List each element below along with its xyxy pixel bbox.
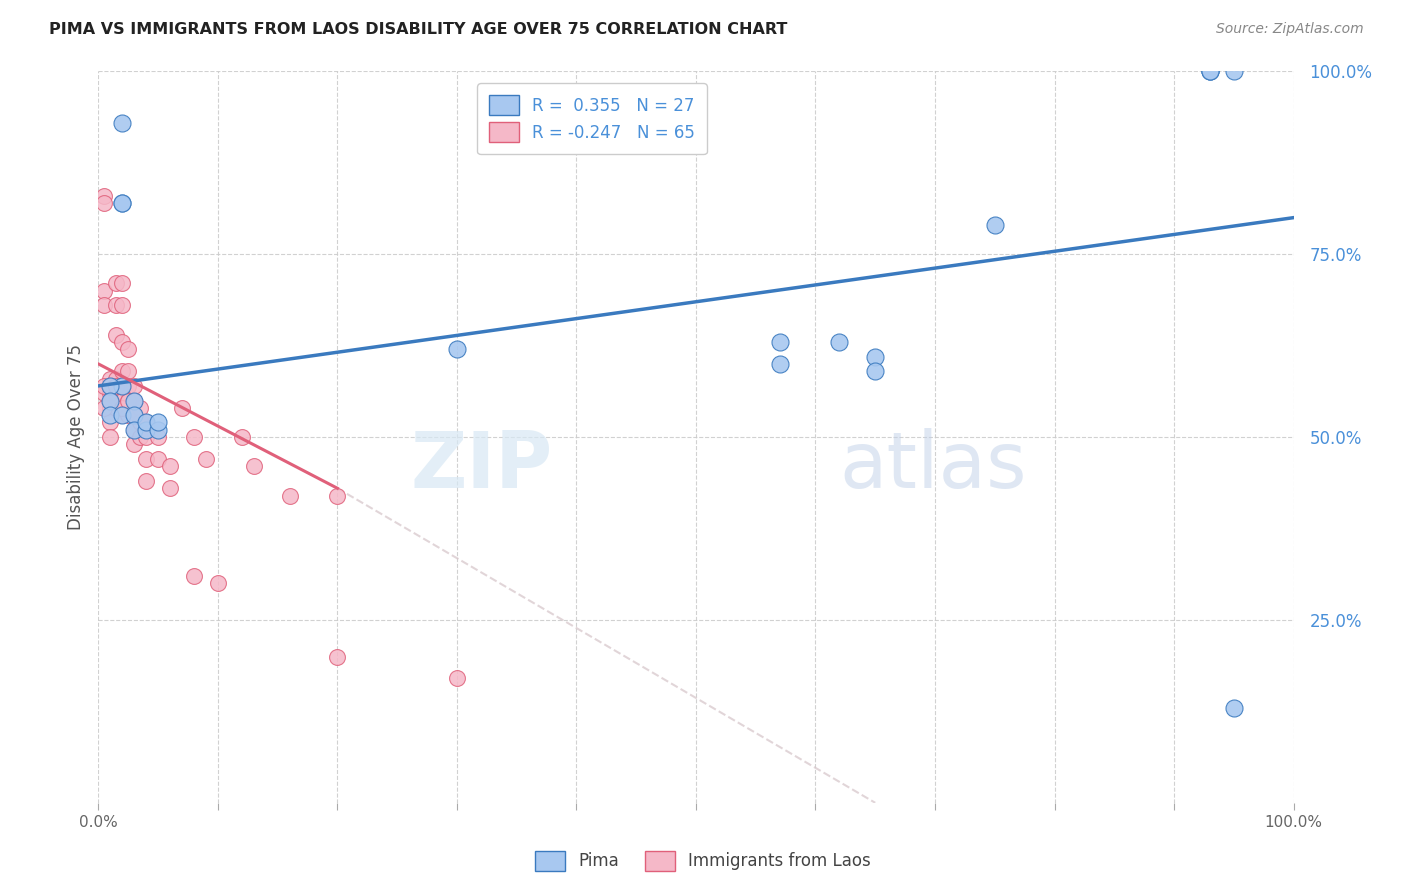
Point <box>124 379 146 393</box>
Point <box>278 489 301 503</box>
Point <box>111 401 134 415</box>
Point <box>111 379 134 393</box>
Point <box>135 430 157 444</box>
Point <box>111 196 134 211</box>
Point <box>117 343 139 357</box>
Point <box>183 430 205 444</box>
Point <box>117 408 139 422</box>
Legend: Pima, Immigrants from Laos: Pima, Immigrants from Laos <box>527 842 879 880</box>
Point <box>98 371 122 385</box>
Point <box>105 401 128 415</box>
Point <box>865 364 887 378</box>
Text: PIMA VS IMMIGRANTS FROM LAOS DISABILITY AGE OVER 75 CORRELATION CHART: PIMA VS IMMIGRANTS FROM LAOS DISABILITY … <box>49 22 787 37</box>
Point <box>446 343 468 357</box>
Point <box>105 379 128 393</box>
Point <box>124 393 146 408</box>
Text: atlas: atlas <box>839 428 1026 504</box>
Point <box>148 430 170 444</box>
Point <box>768 357 790 371</box>
Point <box>124 408 146 422</box>
Point <box>207 576 229 591</box>
Point <box>231 430 253 444</box>
Point <box>124 408 146 422</box>
Point <box>117 364 139 378</box>
Point <box>111 393 134 408</box>
Point <box>111 379 134 393</box>
Point <box>98 379 122 393</box>
Point <box>111 364 134 378</box>
Point <box>93 284 115 298</box>
Point <box>98 393 122 408</box>
Point <box>195 452 218 467</box>
Point <box>129 401 152 415</box>
Point <box>93 386 115 401</box>
Point <box>111 277 134 291</box>
Point <box>98 379 122 393</box>
Point <box>148 452 170 467</box>
Point <box>98 416 122 430</box>
Point <box>105 277 128 291</box>
Point <box>124 423 146 437</box>
Point <box>105 298 128 312</box>
Text: Source: ZipAtlas.com: Source: ZipAtlas.com <box>1216 22 1364 37</box>
Point <box>93 188 115 202</box>
Point <box>98 393 122 408</box>
Point <box>111 196 134 211</box>
Point <box>135 474 157 488</box>
Point <box>159 481 181 495</box>
Point <box>111 115 134 129</box>
Point <box>148 416 170 430</box>
Point <box>243 459 266 474</box>
Point <box>326 649 349 664</box>
Point <box>1223 700 1246 714</box>
Point <box>172 401 194 415</box>
Point <box>93 196 115 211</box>
Point <box>124 408 146 422</box>
Point <box>446 672 468 686</box>
Point <box>111 298 134 312</box>
Point <box>98 430 122 444</box>
Point <box>111 408 134 422</box>
Point <box>124 393 146 408</box>
Point <box>105 327 128 342</box>
Point <box>124 437 146 451</box>
Point <box>828 334 851 349</box>
Text: ZIP: ZIP <box>411 428 553 504</box>
Point <box>105 386 128 401</box>
Point <box>865 350 887 364</box>
Point <box>98 386 122 401</box>
Point <box>135 416 157 430</box>
Point <box>117 379 139 393</box>
Point <box>117 393 139 408</box>
Point <box>1199 64 1222 78</box>
Point <box>98 408 122 422</box>
Point <box>183 569 205 583</box>
Point <box>1199 64 1222 78</box>
Point <box>93 379 115 393</box>
Legend: R =  0.355   N = 27, R = -0.247   N = 65: R = 0.355 N = 27, R = -0.247 N = 65 <box>477 83 707 154</box>
Point <box>105 371 128 385</box>
Point <box>93 298 115 312</box>
Point <box>135 452 157 467</box>
Point <box>148 423 170 437</box>
Point <box>111 379 134 393</box>
Point <box>98 401 122 415</box>
Point <box>124 393 146 408</box>
Point <box>117 393 139 408</box>
Point <box>326 489 349 503</box>
Point <box>111 334 134 349</box>
Point <box>124 423 146 437</box>
Point <box>129 430 152 444</box>
Point <box>111 408 134 422</box>
Y-axis label: Disability Age Over 75: Disability Age Over 75 <box>66 344 84 530</box>
Point <box>135 416 157 430</box>
Point <box>1223 64 1246 78</box>
Point <box>129 416 152 430</box>
Point <box>1199 64 1222 78</box>
Point <box>135 423 157 437</box>
Point <box>159 459 181 474</box>
Point <box>768 334 790 349</box>
Point <box>984 218 1007 232</box>
Point <box>93 401 115 415</box>
